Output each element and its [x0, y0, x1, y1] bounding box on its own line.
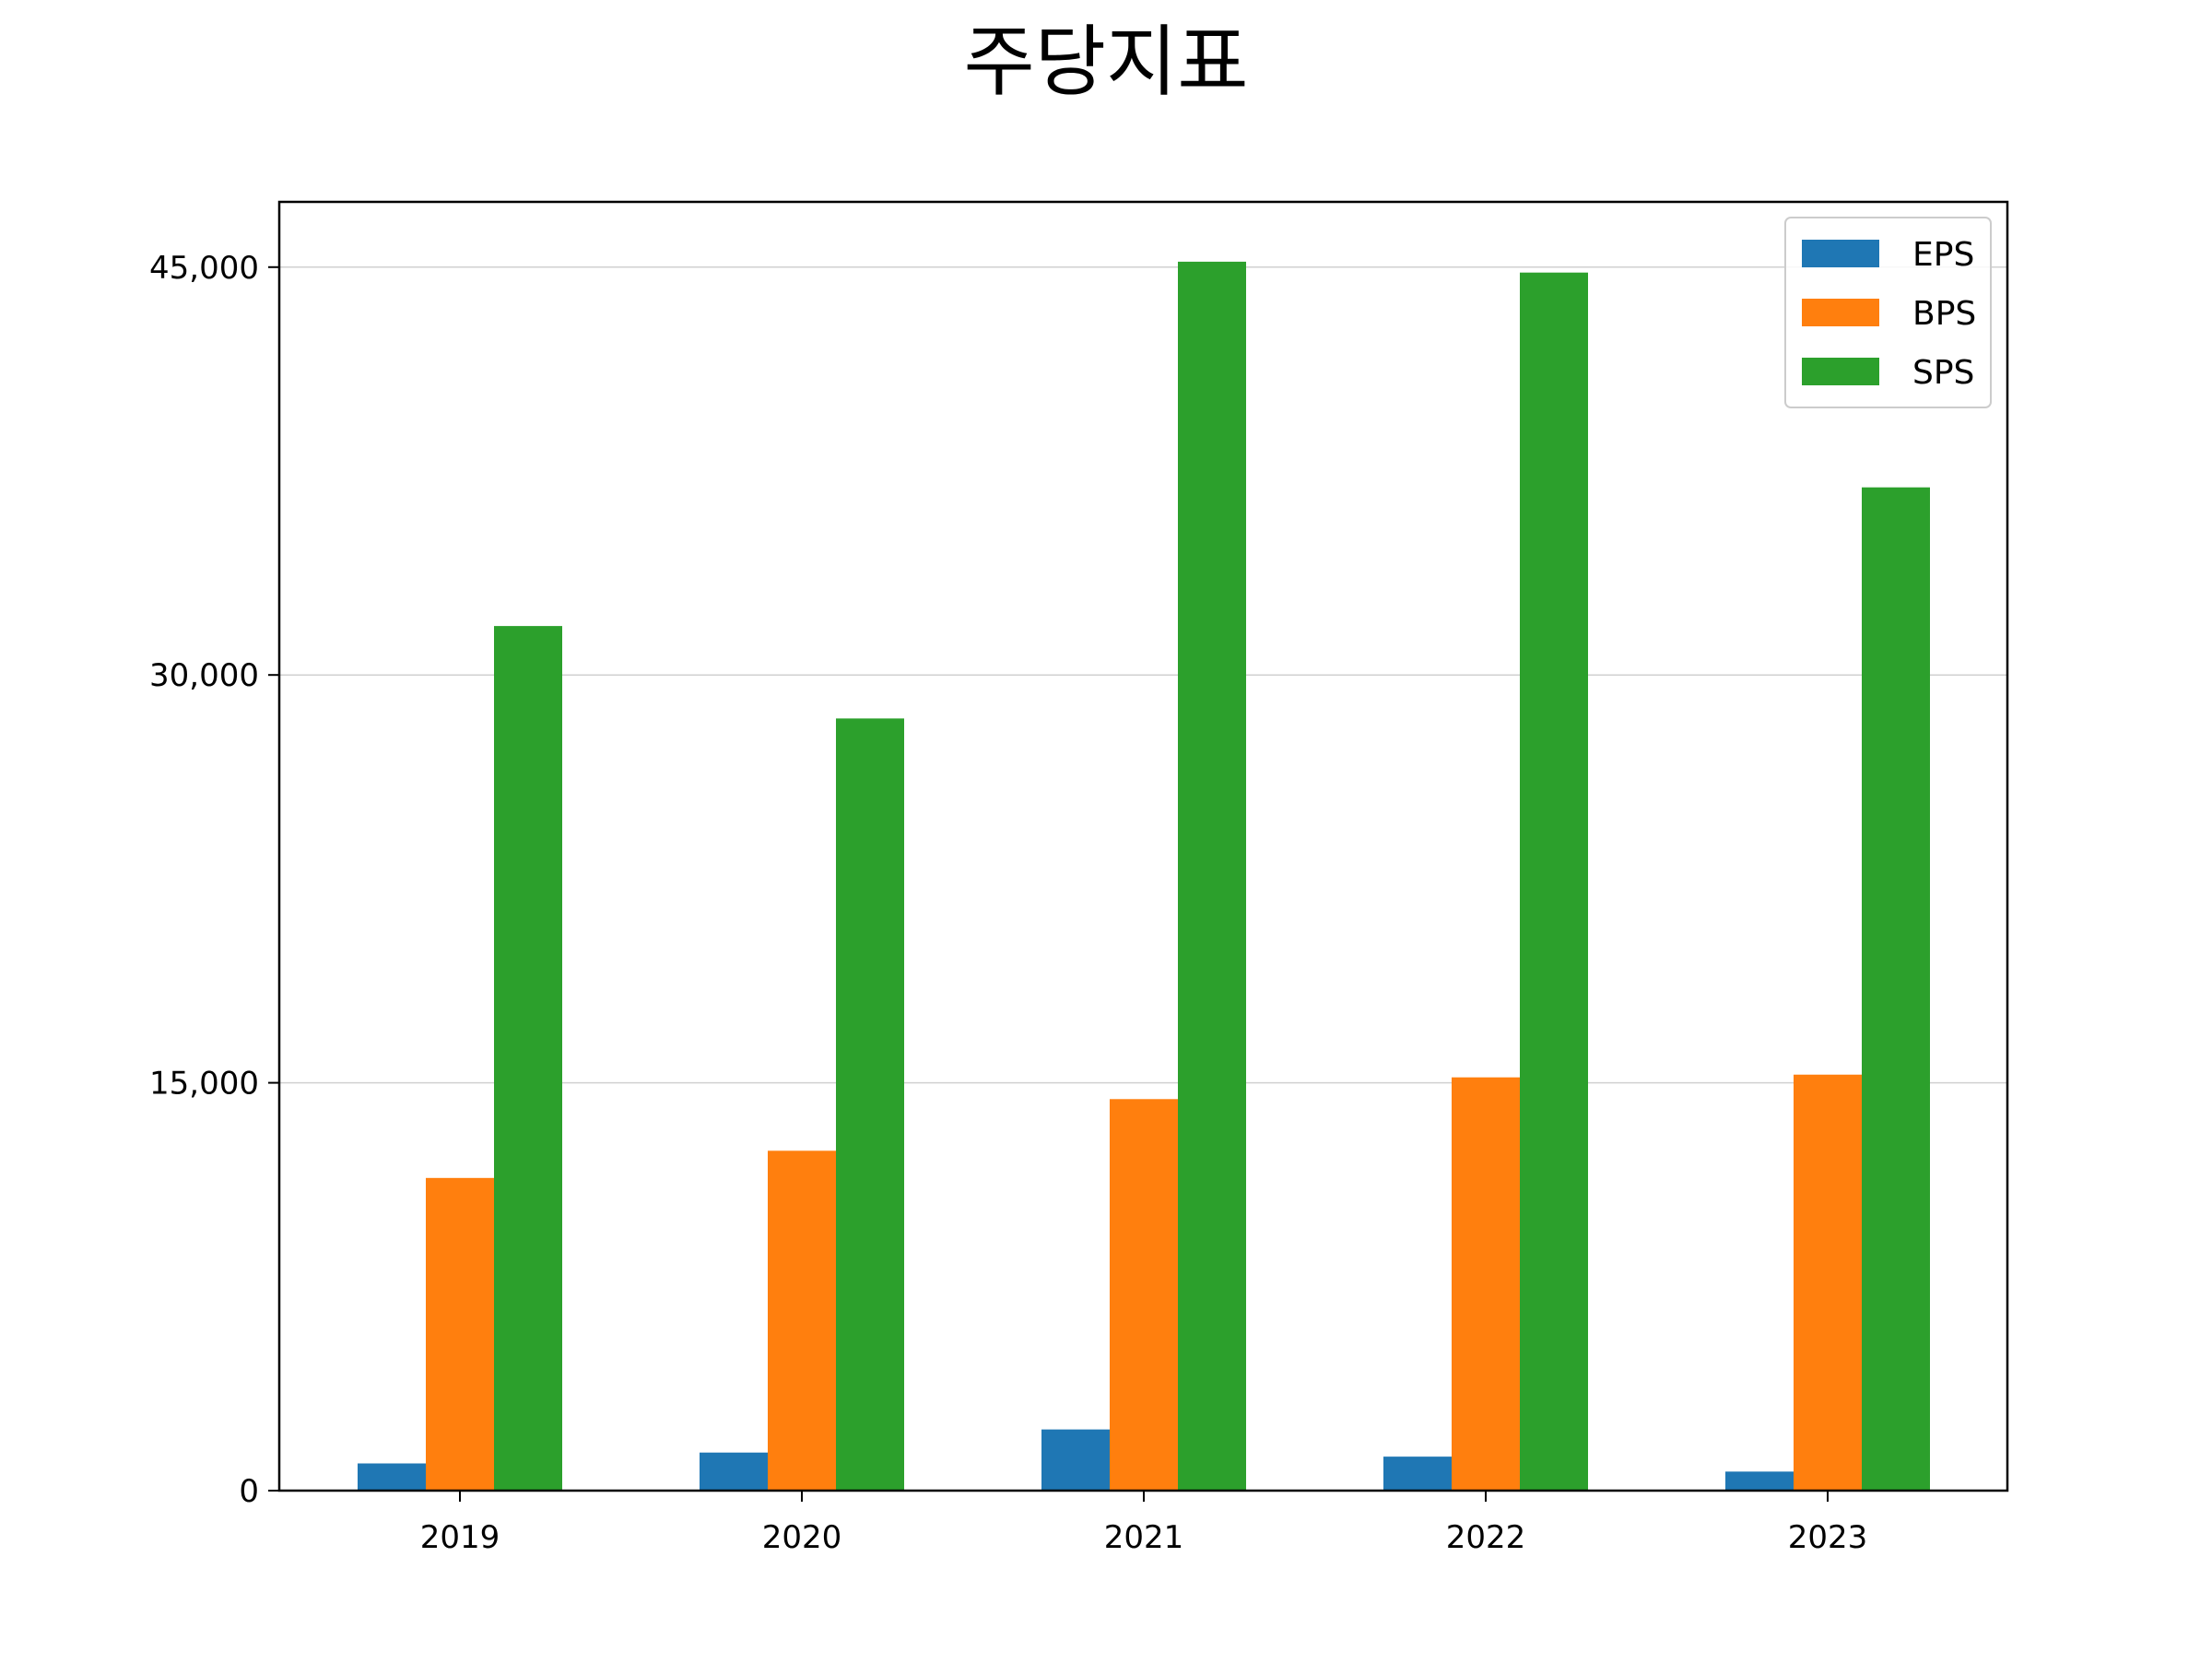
bar-bps [1110, 1099, 1178, 1491]
bars [358, 261, 1930, 1491]
bar-sps [836, 718, 904, 1491]
legend-label: EPS [1912, 236, 1974, 274]
x-tick-label: 2019 [420, 1519, 500, 1556]
y-tick-label: 0 [239, 1473, 259, 1510]
legend[interactable]: EPS BPS SPS [1784, 217, 1992, 408]
x-tick-label: 2020 [762, 1519, 842, 1556]
bar-sps [1520, 272, 1588, 1491]
bar-bps [768, 1150, 836, 1491]
x-tick-label: 2022 [1446, 1519, 1526, 1556]
bar-bps [1794, 1074, 1862, 1491]
x-tick-label: 2023 [1788, 1519, 1868, 1556]
legend-label: BPS [1912, 295, 1976, 333]
bar-sps [1862, 487, 1930, 1491]
y-axis: 0 15,000 30,000 45,000 [149, 250, 279, 1510]
gridlines [279, 266, 2007, 1084]
bar-eps [1383, 1457, 1452, 1491]
y-tick-label: 30,000 [149, 657, 259, 694]
x-tick-label: 2021 [1104, 1519, 1184, 1556]
bar-eps [1041, 1429, 1110, 1491]
bar-eps [700, 1452, 768, 1491]
bar-sps [494, 626, 562, 1491]
x-axis: 2019 2020 2021 2022 2023 [420, 1491, 1868, 1556]
legend-label: SPS [1912, 354, 1974, 392]
bar-eps [1725, 1471, 1794, 1491]
bar-sps [1178, 261, 1246, 1491]
bar-bps [426, 1177, 494, 1491]
legend-swatch-bps [1802, 299, 1879, 326]
y-tick-label: 45,000 [149, 250, 259, 287]
chart-title: 주당지표 [963, 17, 1249, 107]
y-tick-label: 15,000 [149, 1066, 259, 1103]
bar-bps [1452, 1077, 1520, 1491]
legend-swatch-eps [1802, 240, 1879, 267]
bar-eps [358, 1463, 426, 1491]
legend-swatch-sps [1802, 358, 1879, 385]
